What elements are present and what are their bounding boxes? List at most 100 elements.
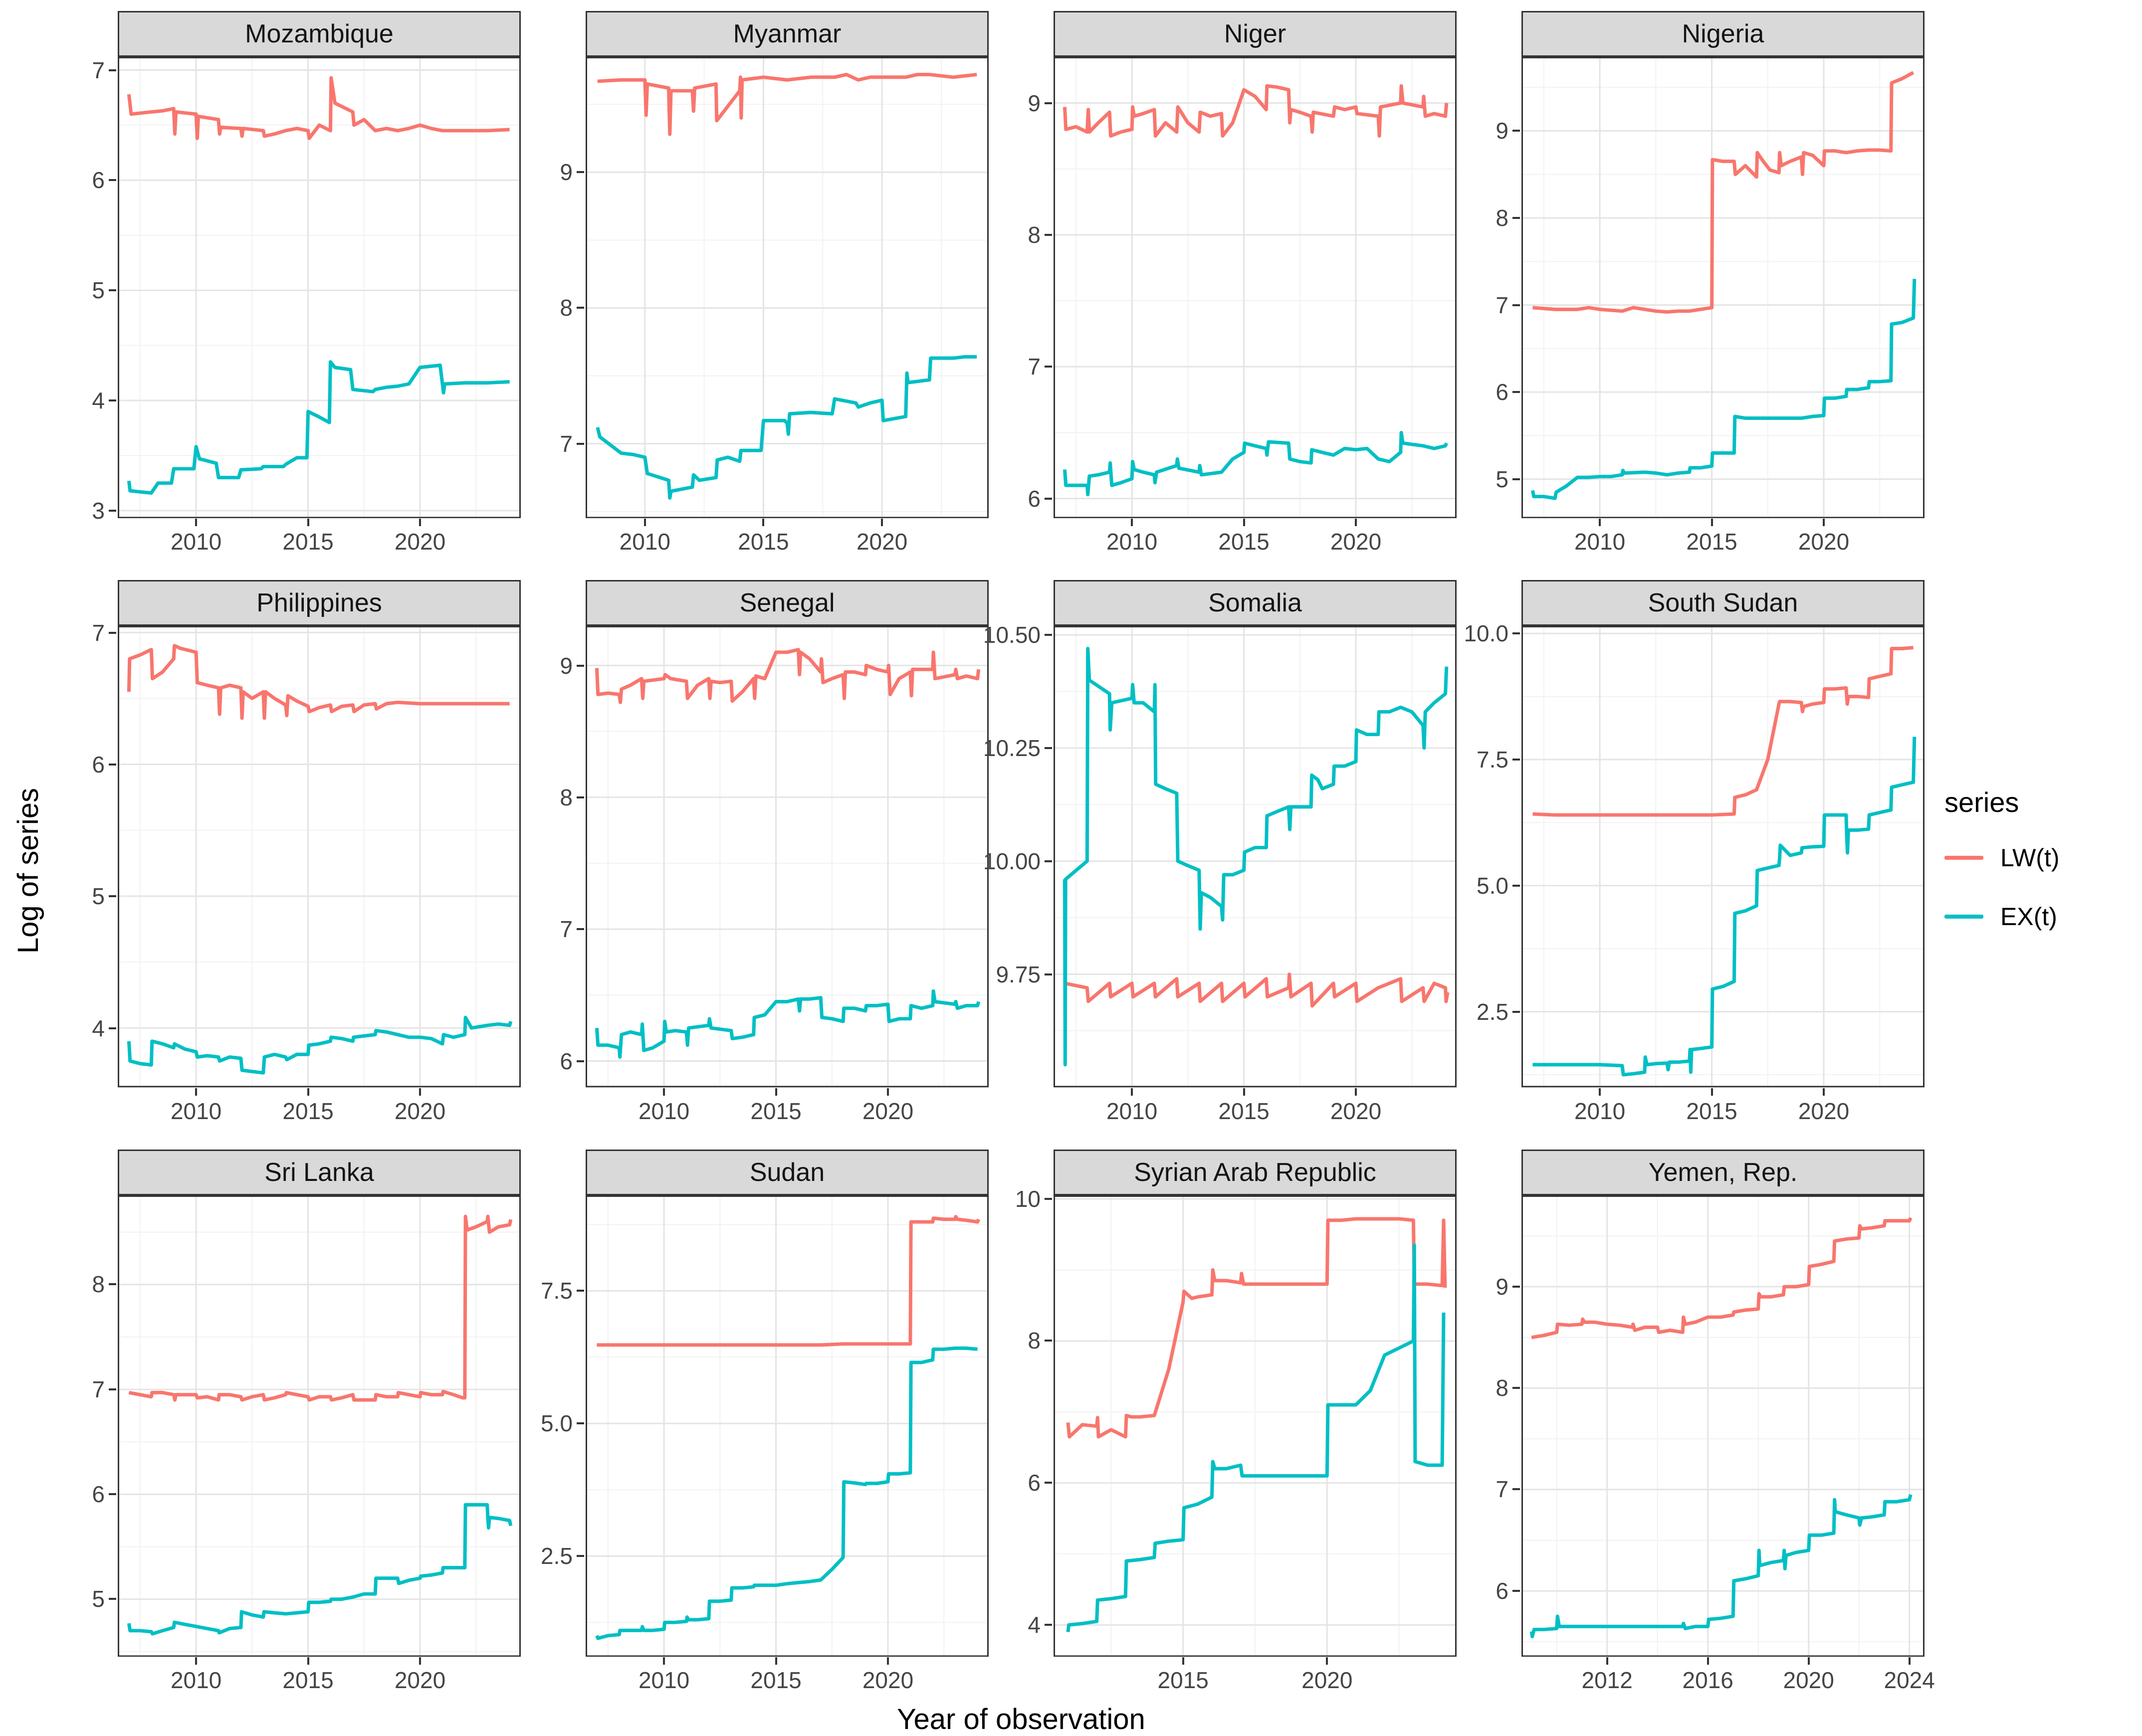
y-tick-mark (109, 179, 116, 182)
facet-title: Nigeria (1682, 19, 1764, 48)
facet-panel-yemen-rep: Yemen, Rep. 6 7 8 9 2012 2016 2020 2024 (1457, 1149, 1935, 1696)
y-tick-mark (109, 509, 116, 512)
y-tick-label: 6 (1496, 1577, 1508, 1604)
x-axis-sri-lanka: 2010 2015 2020 (118, 1657, 521, 1696)
plot-row: 2.5 5.0 7.5 10.0 (1457, 620, 1925, 1088)
y-tick-mark (1512, 130, 1520, 132)
y-tick-label: 2.5 (541, 1543, 573, 1569)
y-tick-mark (577, 1060, 584, 1062)
x-tick-mark (1606, 1657, 1608, 1665)
series-line-lw-t-yemen-rep (1531, 1217, 1913, 1339)
series-line-ex-t-myanmar (596, 355, 977, 500)
x-tick-mark (1711, 1088, 1713, 1096)
facet-strip-philippines: Philippines (118, 580, 521, 626)
y-axis-senegal: 6 7 8 9 (521, 626, 586, 1087)
facet-title: Yemen, Rep. (1648, 1157, 1798, 1187)
x-tick-label: 2020 (394, 529, 446, 555)
y-tick-mark (1512, 1010, 1520, 1013)
y-tick-label: 3 (92, 497, 105, 524)
panel-svg-mozambique (118, 57, 521, 519)
series-line-lw-t-myanmar (597, 72, 977, 136)
facet-panel-south-sudan: South Sudan 2.5 5.0 7.5 10.0 2010 2015 2020 (1457, 580, 1925, 1126)
x-tick-mark (1243, 1088, 1245, 1096)
y-tick-label: 9 (1496, 118, 1508, 144)
y-tick-mark (109, 895, 116, 898)
x-tick-mark (643, 519, 646, 527)
y-tick-label: 7.5 (1477, 747, 1508, 773)
panels-column: Mozambique 3 4 5 6 7 2010 2015 2020 Myanmar 7 8 9 201… (53, 11, 1935, 1736)
x-tick-label: 2010 (1106, 529, 1158, 555)
x-axis-senegal: 2010 2015 2020 (586, 1088, 989, 1127)
y-axis-title: Log of series (11, 787, 44, 954)
x-axis-yemen-rep: 2012 2016 2020 2024 (1521, 1657, 1935, 1696)
y-tick-mark (1045, 973, 1052, 975)
x-tick-mark (881, 519, 883, 527)
x-tick-label: 2012 (1581, 1667, 1633, 1693)
y-tick-mark (577, 796, 584, 799)
x-axis-title: Year of observation (897, 1703, 1145, 1736)
facet-title: Myanmar (733, 19, 842, 48)
plot-row: 6 7 8 9 (989, 57, 1457, 519)
y-tick-label: 7.5 (541, 1278, 573, 1304)
series-line-ex-t-syrian-arab-republic (1066, 1243, 1446, 1632)
x-tick-mark (1711, 519, 1713, 527)
panel-svg-senegal (586, 626, 989, 1088)
legend-entry-ex: EX(t) (1944, 902, 2139, 931)
series-line-ex-t-sri-lanka (127, 1503, 513, 1636)
series-line-ex-t-yemen-rep (1529, 1494, 1913, 1638)
panel-svg-niger (1054, 57, 1457, 519)
y-tick-mark (577, 1290, 584, 1292)
y-tick-label: 6 (560, 1048, 573, 1074)
facet-strip-nigeria: Nigeria (1521, 11, 1925, 57)
series-line-lw-t-niger (1063, 84, 1449, 138)
y-tick-mark (577, 1554, 584, 1557)
series-line-lw-t-sudan (597, 1214, 981, 1347)
x-tick-mark (195, 1088, 198, 1096)
y-tick-label: 8 (560, 784, 573, 811)
y-tick-mark (577, 664, 584, 667)
plot-row: 5 6 7 8 (53, 1195, 521, 1657)
x-tick-label: 2020 (1783, 1667, 1834, 1693)
y-tick-label: 5 (92, 277, 105, 304)
x-tick-mark (1182, 1657, 1184, 1665)
panel-svg-somalia (1054, 626, 1457, 1088)
facet-title: South Sudan (1648, 588, 1798, 618)
x-tick-mark (1131, 1088, 1133, 1096)
y-tick-label: 4 (1028, 1611, 1041, 1638)
y-tick-mark (109, 399, 116, 402)
x-tick-mark (1599, 1088, 1601, 1096)
y-tick-mark (1045, 1623, 1052, 1626)
x-tick-label: 2020 (862, 1098, 914, 1124)
series-line-ex-t-sudan (595, 1346, 978, 1640)
x-tick-mark (775, 1657, 777, 1665)
x-tick-mark (307, 1088, 309, 1096)
y-tick-mark (109, 1027, 116, 1029)
y-tick-mark (1045, 102, 1052, 104)
y-tick-label: 10.0 (1464, 620, 1508, 647)
x-tick-mark (887, 1088, 889, 1096)
y-tick-mark (1512, 478, 1520, 480)
y-tick-label: 8 (1028, 221, 1041, 248)
y-tick-mark (109, 763, 116, 766)
x-axis-south-sudan: 2010 2015 2020 (1521, 1088, 1925, 1127)
y-axis-somalia: 9.75 10.00 10.25 10.50 (983, 622, 1054, 1087)
plot-area-south-sudan (1521, 626, 1925, 1088)
x-tick-label: 2020 (862, 1667, 914, 1693)
x-tick-mark (1355, 519, 1357, 527)
x-tick-label: 2020 (856, 529, 908, 555)
panel-svg-sudan (586, 1195, 989, 1657)
facet-strip-south-sudan: South Sudan (1521, 580, 1925, 626)
plot-row: 4 6 8 10 (989, 1186, 1457, 1657)
x-tick-label: 2010 (619, 529, 670, 555)
legend: series LW(t) EX(t) (1925, 11, 2139, 1731)
y-axis-sudan: 2.5 5.0 7.5 (521, 1195, 586, 1657)
y-axis-niger: 6 7 8 9 (989, 57, 1054, 518)
facet-title: Mozambique (245, 19, 394, 48)
y-tick-label: 10.00 (983, 848, 1041, 875)
y-tick-label: 8 (560, 295, 573, 321)
panel-svg-myanmar (586, 57, 989, 519)
plot-area-mozambique (118, 57, 521, 519)
facet-strip-sri-lanka: Sri Lanka (118, 1149, 521, 1195)
y-tick-label: 9 (1496, 1273, 1508, 1300)
